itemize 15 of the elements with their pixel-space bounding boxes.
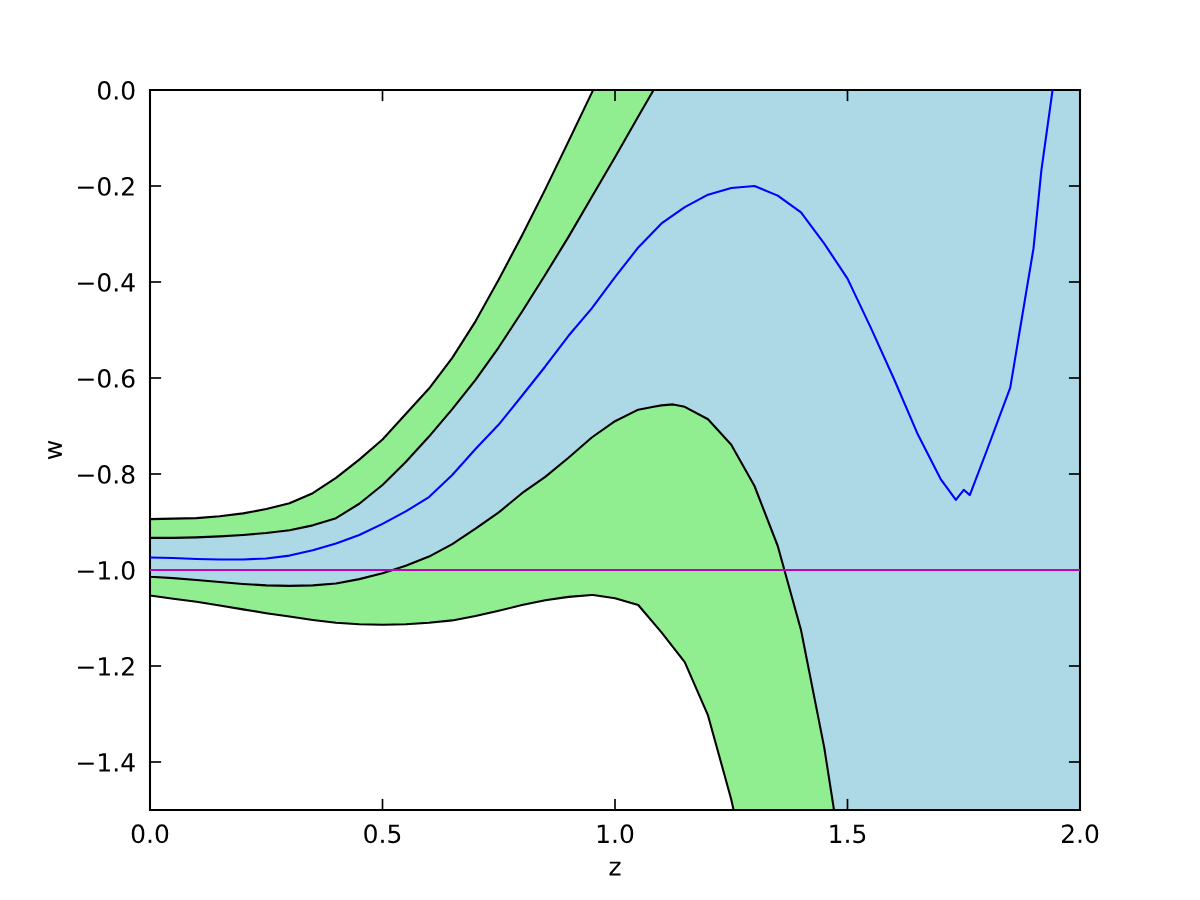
x-tick-label: 0.0 (131, 824, 169, 844)
x-tick-label: 1.5 (830, 824, 866, 844)
y-tick-label: −0.4 (78, 272, 135, 292)
x-tick-label: 1.0 (597, 824, 634, 844)
x-axis-title: z (609, 861, 621, 876)
x-tick-label: 2.0 (1061, 824, 1099, 844)
y-tick-label: −1.4 (78, 753, 135, 772)
y-tick-label: −0.2 (78, 176, 134, 196)
y-tick-label: −1.0 (78, 560, 135, 580)
y-tick-label: −0.8 (78, 464, 135, 484)
x-tick-label: 0.5 (364, 824, 401, 844)
y-axis-title: w (48, 440, 62, 460)
y-tick-label: 0.0 (98, 80, 135, 100)
y-tick-label: −1.2 (78, 656, 134, 676)
y-tick-label: −0.6 (78, 368, 135, 388)
